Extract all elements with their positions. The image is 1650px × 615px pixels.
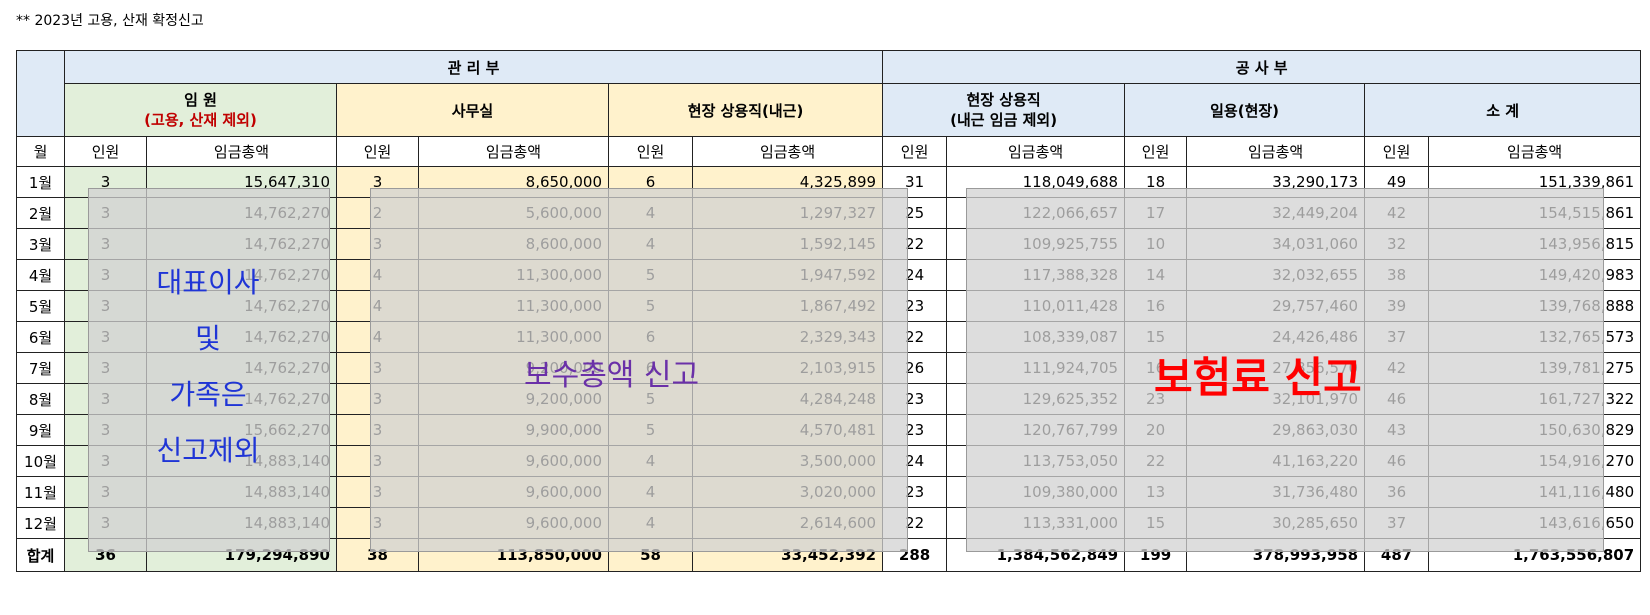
cell-month: 7월	[16, 352, 65, 384]
corner-cell	[16, 50, 65, 137]
cell-month: 10월	[16, 445, 65, 477]
cell-month: 11월	[16, 476, 65, 508]
cell-month: 1월	[16, 166, 65, 198]
col-site-headcount: 인원	[608, 136, 693, 167]
family-line-3: 가족은	[169, 378, 247, 411]
header-site-regular-construction: 현장 상용직 (내근 임금 제외)	[882, 83, 1126, 137]
col-total-wage: 임금총액	[1428, 136, 1642, 167]
executives-title: 임 원	[184, 91, 217, 109]
overlay-pay-report	[370, 188, 908, 552]
header-office: 사무실	[336, 83, 609, 137]
note-title: ** 2023년 고용, 산재 확정신고	[16, 13, 204, 29]
family-excluded-label: 대표이사 및 가족은 신고제외	[128, 255, 288, 479]
total-row: 합계 36 179,294,890 38 113,850,000 58 33,4…	[16, 538, 1642, 572]
executives-subtitle: (고용, 산재 제외)	[144, 111, 257, 129]
overlay-family-excluded	[88, 188, 330, 552]
header-site-regular: 현장 상용직(내근)	[607, 83, 884, 137]
col-daily-headcount: 인원	[1124, 136, 1188, 167]
cell-month: 3월	[16, 228, 65, 260]
col-site-wage: 임금총액	[691, 136, 884, 167]
cell-month: 5월	[16, 290, 65, 322]
total-label: 합계	[16, 538, 65, 572]
header-executives: 임 원 (고용, 산재 제외)	[64, 83, 337, 137]
family-line-2: 및	[195, 322, 221, 355]
header-subtotal: 소 계	[1364, 83, 1642, 137]
cell-month: 8월	[16, 383, 65, 415]
col-daily-wage: 임금총액	[1186, 136, 1366, 167]
col-exec-wage: 임금총액	[146, 136, 337, 167]
col-month: 월	[16, 136, 65, 167]
col-const-wage: 임금총액	[946, 136, 1126, 167]
col-const-headcount: 인원	[882, 136, 948, 167]
col-office-wage: 임금총액	[418, 136, 609, 167]
cell-month: 9월	[16, 414, 65, 446]
col-total-headcount: 인원	[1364, 136, 1430, 167]
group-construction: 공 사 부	[882, 50, 1642, 84]
overlay-insurance-report	[966, 188, 1604, 552]
header-daily: 일용(현장)	[1124, 83, 1366, 137]
col-exec-headcount: 인원	[64, 136, 147, 167]
site-regular2-line1: 현장 상용직	[966, 91, 1041, 109]
family-line-4: 신고제외	[156, 434, 260, 467]
cell-month: 6월	[16, 321, 65, 353]
insurance-report-label: 보험료 신고	[1154, 353, 1362, 402]
family-line-1: 대표이사	[156, 266, 260, 299]
cell-month: 4월	[16, 259, 65, 291]
pay-report-label: 보수총액 신고	[524, 358, 700, 393]
group-admin: 관 리 부	[63, 50, 884, 84]
cell-month: 12월	[16, 507, 65, 539]
cell-month: 2월	[16, 197, 65, 229]
col-office-headcount: 인원	[336, 136, 419, 167]
site-regular2-line2: (내근 임금 제외)	[950, 111, 1058, 129]
